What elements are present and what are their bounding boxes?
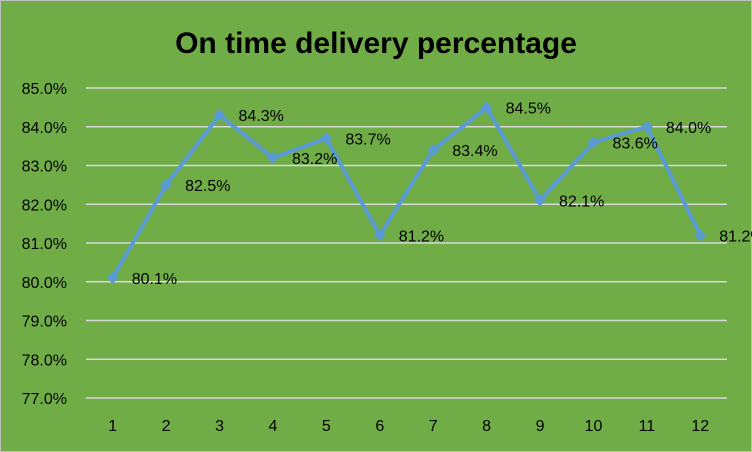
data-point-marker (587, 136, 600, 149)
data-label: 84.0% (666, 120, 711, 137)
x-tick-label: 2 (162, 418, 171, 435)
data-point-marker (160, 178, 173, 191)
data-label: 81.2% (399, 228, 444, 245)
data-point-marker (213, 109, 226, 122)
series-line (110, 105, 703, 279)
data-label: 84.5% (506, 100, 551, 117)
x-tick-label: 1 (108, 418, 117, 435)
data-label: 83.7% (345, 131, 390, 148)
y-tick-label: 82.0% (22, 197, 67, 214)
data-label: 83.4% (452, 143, 497, 160)
x-tick-label: 12 (691, 418, 709, 435)
data-label: 82.5% (185, 178, 230, 195)
data-label: 83.6% (612, 135, 657, 152)
chart-title: On time delivery percentage (175, 27, 577, 60)
data-point-marker (534, 194, 547, 207)
y-tick-label: 81.0% (22, 236, 67, 253)
data-point-marker (320, 132, 333, 145)
data-point-marker (480, 101, 493, 114)
y-tick-label: 77.0% (22, 391, 67, 408)
data-point-marker (106, 271, 119, 284)
x-tick-label: 11 (639, 418, 656, 435)
x-tick-label: 7 (429, 418, 438, 435)
x-tick-label: 8 (482, 418, 491, 435)
x-tick-label: 4 (269, 418, 278, 435)
y-tick-label: 78.0% (22, 352, 67, 369)
x-tick-label: 6 (375, 418, 384, 435)
data-label: 83.2% (292, 151, 337, 168)
data-label: 84.3% (239, 108, 284, 125)
data-point-marker (640, 120, 653, 133)
x-tick-label: 3 (215, 418, 224, 435)
y-tick-label: 79.0% (22, 314, 67, 331)
data-point-marker (427, 144, 440, 156)
data-point-marker (266, 151, 279, 164)
data-point-marker (694, 229, 707, 242)
data-label: 80.1% (132, 271, 177, 288)
y-tick-label: 83.0% (22, 159, 67, 176)
x-tick-label: 5 (322, 418, 331, 435)
y-tick-label: 80.0% (22, 275, 67, 292)
x-tick-label: 9 (536, 418, 545, 435)
data-label: 82.1% (559, 193, 604, 210)
data-label: 81.2% (719, 228, 752, 245)
data-point-marker (373, 229, 386, 242)
x-tick-label: 10 (585, 418, 603, 435)
y-tick-label: 85.0% (22, 81, 67, 98)
y-tick-label: 84.0% (22, 120, 67, 137)
